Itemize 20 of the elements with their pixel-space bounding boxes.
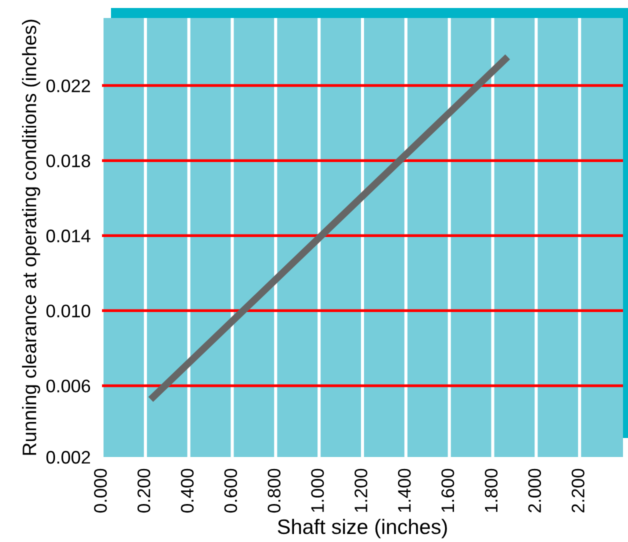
x-tick-label: 1.000 xyxy=(311,468,324,512)
x-tick-label: 0.400 xyxy=(180,468,194,513)
y-tick-label: 0.010 xyxy=(46,304,90,318)
y-tick-label: 0.014 xyxy=(46,230,90,242)
y-tick-label: 0.018 xyxy=(46,154,90,168)
y-tick-label: 0.002 xyxy=(46,450,90,464)
x-tick-label: 0.200 xyxy=(137,468,150,513)
x-axis-title: Shaft size (inches) xyxy=(278,518,447,538)
x-tick-label: 2.200 xyxy=(572,468,584,512)
x-tick-label: 0.000 xyxy=(94,468,107,513)
y-tick-label: 0.022 xyxy=(46,79,90,92)
x-tick-label: 0.600 xyxy=(224,468,238,513)
x-tick-label: 2.000 xyxy=(528,468,542,512)
y-tick-label: 0.006 xyxy=(46,380,90,392)
y-axis-title: Running clearance at operating conditions (inches) xyxy=(22,20,40,455)
x-tick-label: 1.200 xyxy=(354,468,368,512)
x-tick-label: 1.400 xyxy=(398,468,411,512)
x-tick-label: 1.600 xyxy=(441,468,454,512)
x-tick-label: 0.800 xyxy=(268,468,281,513)
x-tick-label: 1.800 xyxy=(484,468,498,512)
